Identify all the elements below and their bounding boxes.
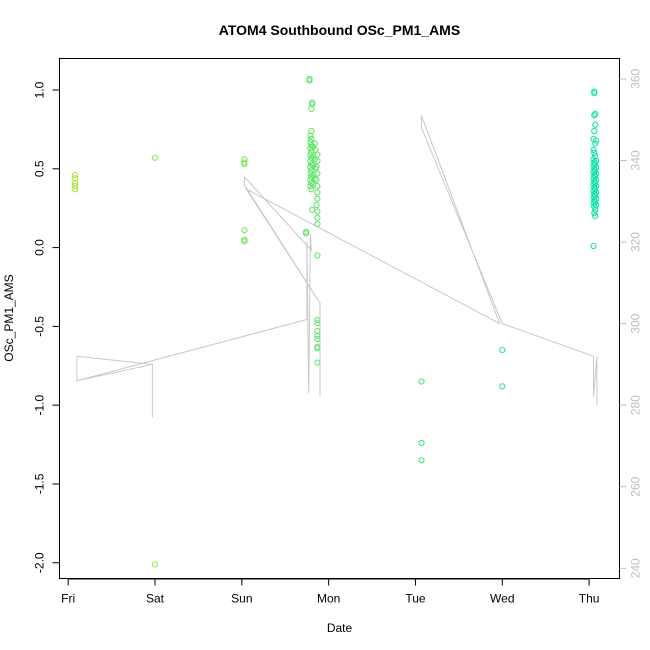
scatter-point [313, 176, 320, 183]
scatter-point [307, 132, 314, 139]
scatter-point [241, 238, 248, 245]
scatter-point [314, 252, 321, 259]
scatter-point [314, 208, 321, 215]
chart-title: ATOM4 Southbound OSc_PM1_AMS [219, 22, 460, 38]
x-tick-label: Fri [61, 592, 75, 606]
scatter-point [591, 209, 598, 216]
y-tick-label: -1.5 [33, 473, 47, 494]
scatter-point [499, 383, 506, 390]
scatter-point [592, 206, 599, 213]
x-tick-label: Mon [317, 592, 340, 606]
scatter-point [499, 346, 506, 354]
y2-axis: 240 260 280 300 320 340 360 [619, 69, 643, 578]
scatter-point [314, 183, 321, 190]
y-tick-label: 1.0 [33, 81, 47, 98]
x-tick-label: Tue [405, 592, 426, 606]
scatter-point [309, 206, 316, 213]
scatter-point [72, 179, 79, 187]
scatter-point [314, 189, 321, 196]
scatter-point [314, 214, 321, 221]
y-axis-label: OSc_PM1_AMS [2, 274, 16, 361]
scatter-point [308, 142, 315, 149]
y-tick-label: -1.0 [33, 395, 47, 416]
scatter-point [591, 149, 598, 157]
scatter-point [308, 161, 315, 168]
scatter-point [314, 345, 321, 352]
scatter-point [590, 146, 597, 153]
scatter-point [418, 457, 425, 464]
scatter-point [592, 213, 599, 220]
scatter-point [308, 173, 315, 180]
scatter-point [306, 77, 313, 84]
x-tick-label: Sun [231, 592, 252, 606]
scatter-point [593, 137, 600, 144]
scatter-point [593, 164, 600, 171]
scatter-point [308, 154, 315, 161]
y2-tick-label: 300 [629, 313, 643, 333]
plot-frame [59, 58, 620, 579]
y2-tick-label: 340 [629, 150, 643, 170]
scatter-point [592, 121, 599, 128]
scatter-point [593, 157, 600, 164]
scatter-point [593, 189, 600, 196]
scatter-point [591, 127, 598, 135]
scatter-point [591, 203, 598, 210]
scatter-point [308, 179, 315, 187]
scatter-point [592, 140, 599, 147]
plot-area [72, 75, 600, 568]
y2-tick-label: 320 [629, 232, 643, 252]
scatter-point [303, 230, 310, 237]
scatter-point [241, 227, 248, 234]
scatter-point [593, 170, 600, 177]
scatter-point [593, 183, 600, 190]
scatter-point [314, 328, 321, 335]
y-tick-label: -0.5 [33, 316, 47, 337]
x-axis: Fri Sat Sun Mon Tue Wed Thu [61, 578, 600, 606]
scatter-point [314, 317, 321, 324]
scatter-point [314, 320, 321, 327]
scatter-point [314, 359, 321, 366]
scatter-point [313, 164, 320, 171]
scatter-point [314, 195, 321, 202]
y2-tick-label: 240 [629, 558, 643, 578]
scatter-point [311, 175, 318, 182]
scatter-point [72, 183, 79, 190]
scatter-point [314, 157, 321, 164]
scatter-point [313, 201, 320, 209]
scatter-point [418, 439, 425, 447]
scatter-point [591, 112, 598, 119]
y2-tick-label: 280 [629, 395, 643, 415]
scatter-point [314, 332, 321, 339]
scatter-point [72, 172, 79, 179]
scatter-point [418, 378, 425, 385]
y-tick-label: 0.0 [33, 239, 47, 256]
scatter-point [591, 90, 598, 97]
scatter-point [151, 561, 159, 568]
scatter-point [151, 154, 159, 161]
y2-tick-label: 260 [629, 476, 643, 496]
scatter-point [593, 195, 600, 202]
x-tick-label: Wed [490, 592, 514, 606]
x-tick-label: Sat [146, 592, 165, 606]
scatter-point [314, 170, 321, 177]
x-axis-label: Date [327, 621, 353, 635]
scatter-point [593, 176, 600, 183]
line-series [76, 115, 598, 418]
scatter-point [308, 135, 315, 142]
scatter-point [314, 151, 321, 158]
y2-tick-label: 360 [629, 69, 643, 89]
scatter-point [314, 220, 321, 228]
x-tick-label: Thu [579, 592, 600, 606]
scatter-point [241, 161, 248, 168]
y-tick-label: -2.0 [33, 552, 47, 573]
scatter-point [311, 140, 318, 147]
y-tick-label: 0.5 [33, 160, 47, 177]
scatter-point [314, 335, 321, 343]
scatter-point [72, 186, 79, 193]
y-axis: -2.0 -1.5 -1.0 -0.5 0.0 0.5 1.0 [33, 81, 60, 573]
scatter-point [308, 105, 315, 113]
scatter-point [590, 242, 597, 250]
